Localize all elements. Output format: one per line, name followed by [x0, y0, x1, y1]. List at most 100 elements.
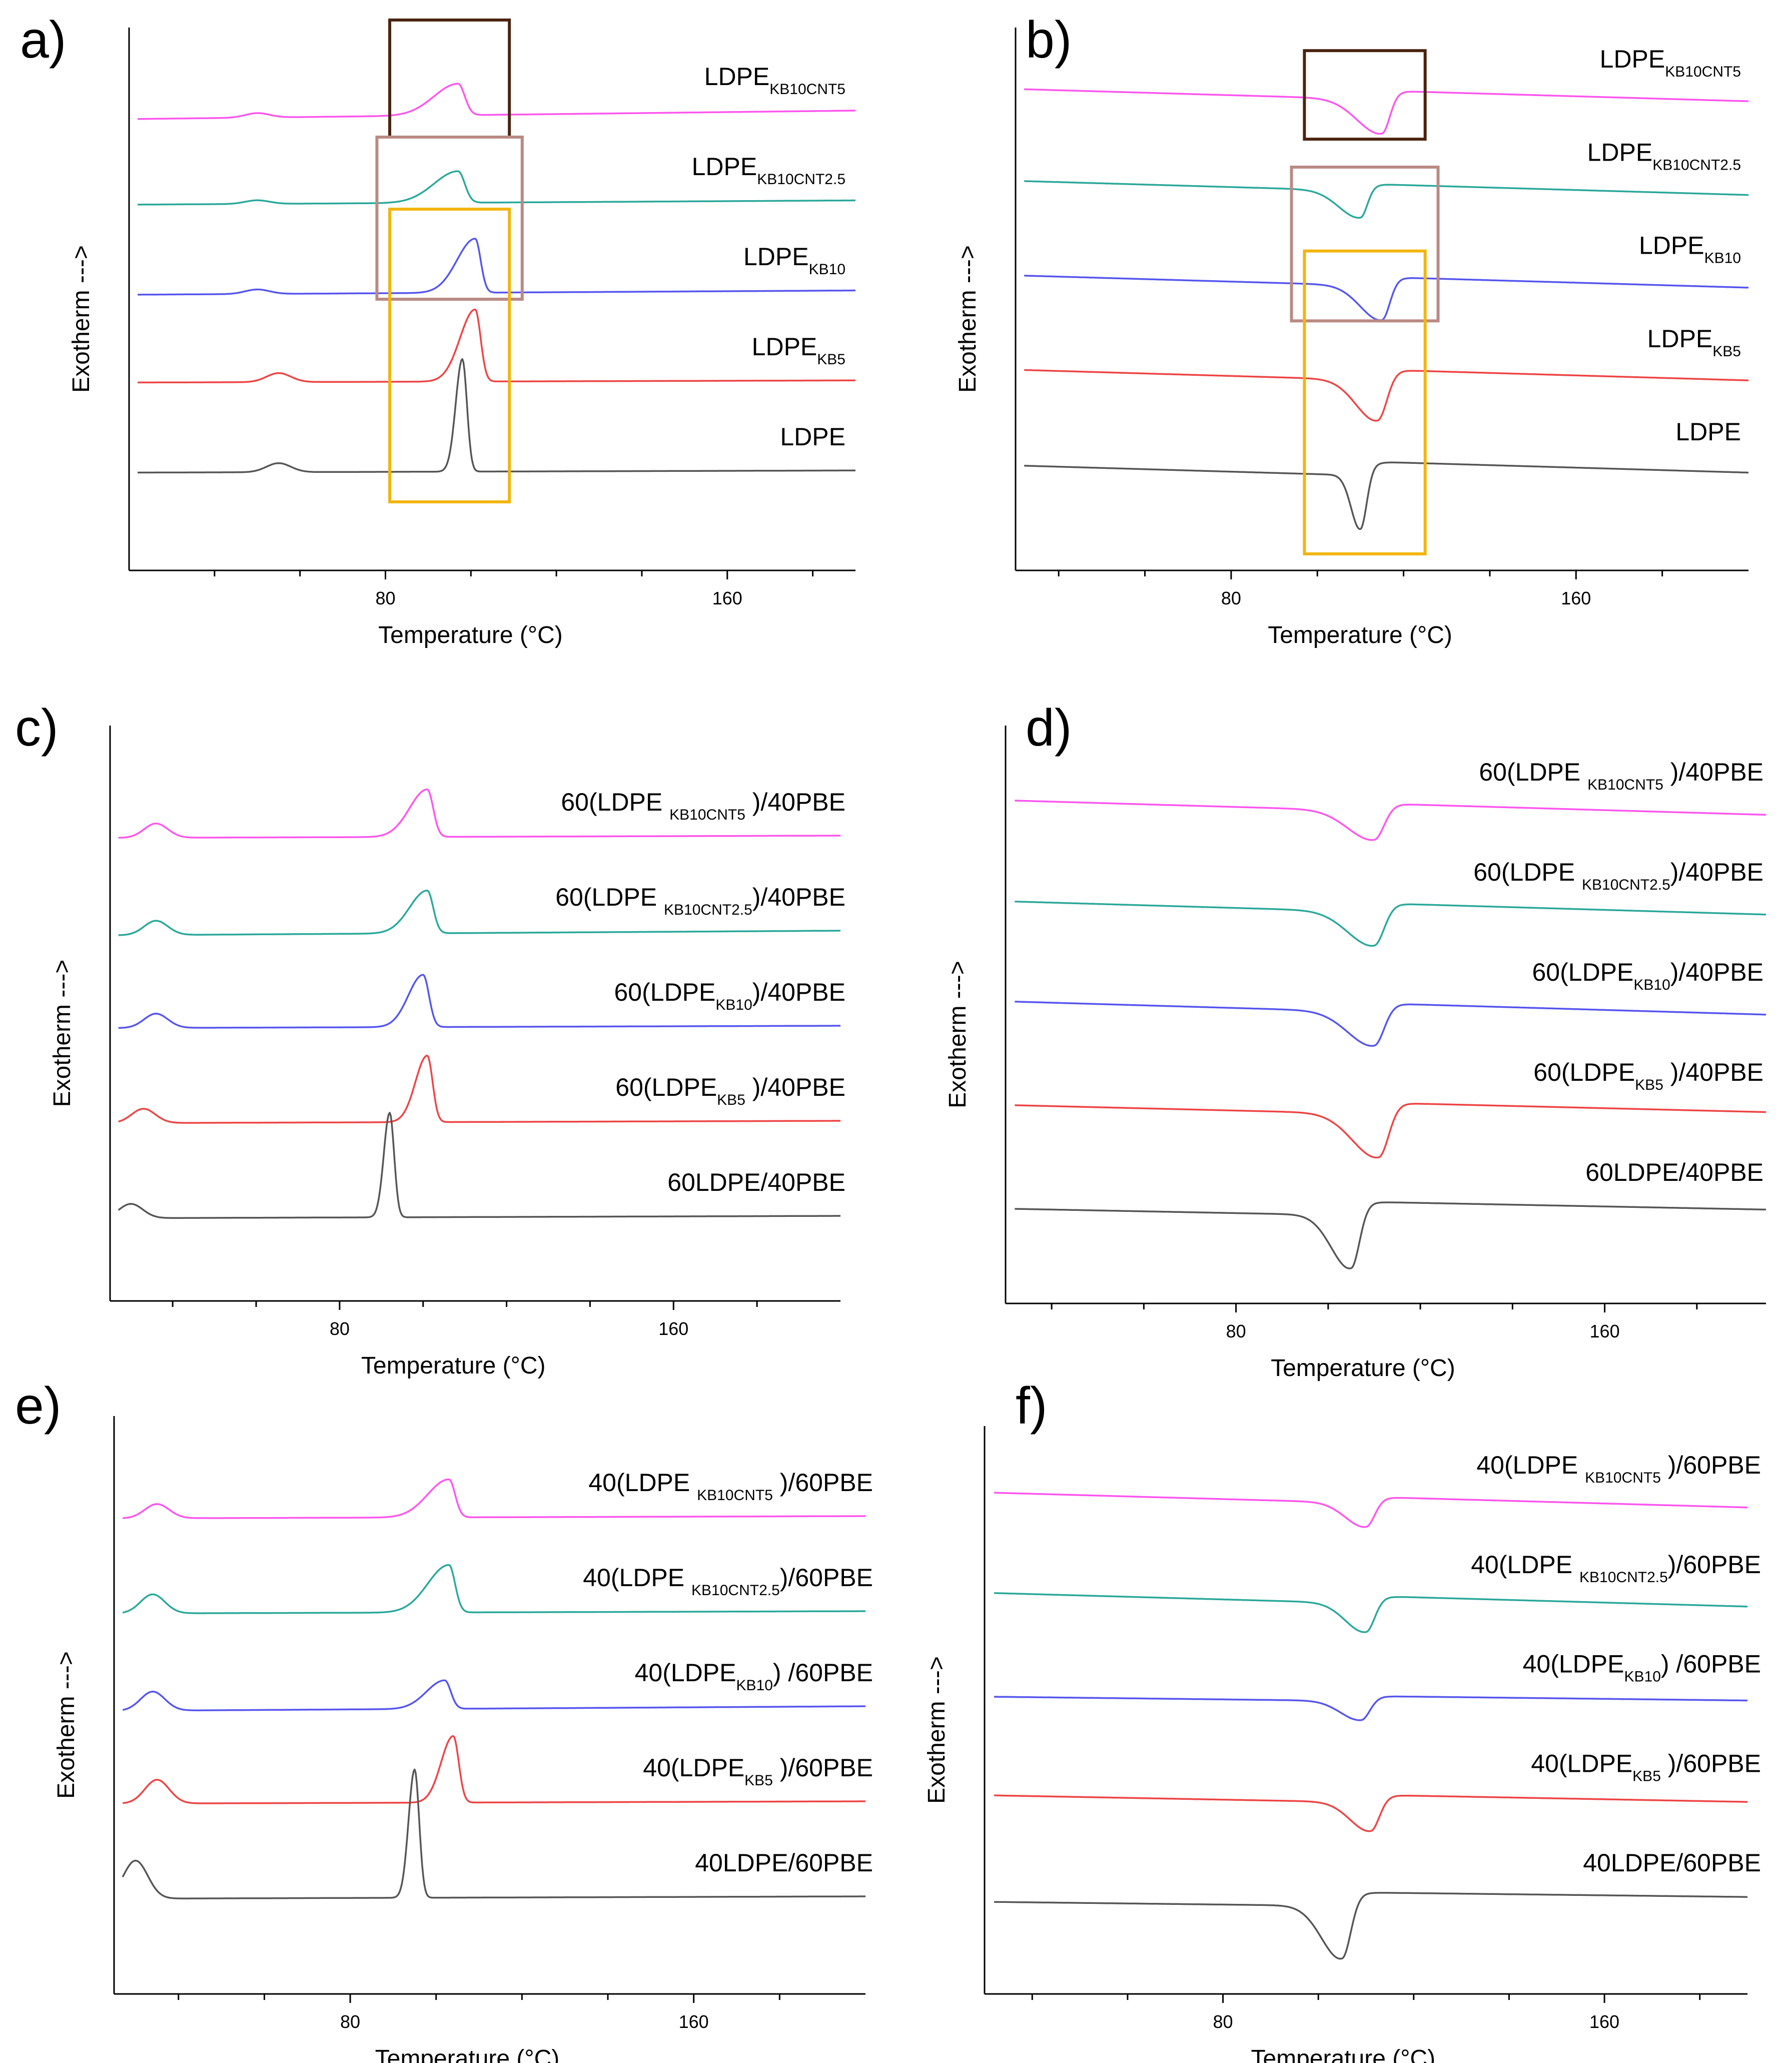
series-label: 60(LDPEKB5 )/40PBE	[1533, 1058, 1763, 1093]
series-label: 40(LDPEKB5 )/60PBE	[1531, 1749, 1761, 1784]
series-label: 60(LDPE KB10CNT5 )/40PBE	[1479, 758, 1763, 793]
series-line	[138, 308, 855, 384]
series-line	[994, 1892, 1747, 1960]
y-axis-label: Exotherm --->	[53, 1651, 80, 1799]
x-tick-label: 160	[679, 2011, 709, 2032]
x-axis-label: Temperature (°C)	[378, 622, 563, 648]
panel-a: a) 80 160 Temperature (°C) Exotherm ---> LDPE…	[20, 11, 855, 648]
series-line	[122, 1768, 865, 1899]
series-line	[1024, 180, 1749, 219]
panel-label: f)	[1016, 1377, 1048, 1435]
series-label: 40(LDPE KB10CNT5 )/60PBE	[588, 1469, 873, 1504]
series-line	[138, 83, 855, 120]
series-line	[1024, 88, 1749, 135]
series-line	[138, 170, 855, 206]
x-tick-label: 80	[1226, 1321, 1246, 1341]
series-line	[1024, 275, 1749, 321]
series-line	[1024, 369, 1748, 422]
x-axis-label: Temperature (°C)	[1268, 622, 1452, 648]
series-line	[1015, 1201, 1766, 1269]
series-label: LDPEKB10CNT5	[704, 63, 845, 98]
x-tick-label: 80	[375, 588, 395, 608]
series-label: LDPEKB5	[752, 333, 845, 368]
series-line	[1015, 800, 1766, 841]
series-line	[994, 1794, 1747, 1832]
series-line	[1015, 901, 1766, 947]
highlight-box	[1290, 166, 1440, 323]
panel-label: e)	[15, 1377, 61, 1435]
y-axis-label: Exotherm --->	[49, 960, 76, 1107]
x-tick-label: 80	[330, 1318, 350, 1339]
series-line	[122, 1679, 865, 1711]
series-label: 60(LDPEKB5 )/40PBE	[615, 1073, 845, 1108]
series-label: 60(LDPE KB10CNT5 )/40PBE	[561, 788, 845, 823]
highlight-box	[1303, 249, 1427, 555]
x-tick-label: 160	[1590, 1321, 1620, 1341]
series-line	[994, 1492, 1747, 1528]
series-label: 60(LDPE KB10CNT2.5)/40PBE	[555, 883, 845, 918]
panel-label: d)	[1026, 699, 1072, 757]
series-line	[994, 1592, 1748, 1633]
x-axis-label: Temperature (°C)	[361, 1352, 546, 1379]
series-label: 40(LDPE KB10CNT2.5)/60PBE	[1471, 1551, 1761, 1586]
series-label: 40LDPE/60PBE	[1583, 1849, 1761, 1877]
panel-b: b) 80 160 Temperature (°C) Exotherm ---> LDPE…	[955, 11, 1749, 648]
y-axis-label: Exotherm --->	[68, 245, 95, 393]
y-axis-label: Exotherm --->	[945, 961, 971, 1108]
series-label: LDPEKB10CNT2.5	[1587, 138, 1741, 173]
series-label: 60(LDPE KB10CNT2.5)/40PBE	[1473, 858, 1763, 893]
panel-c: c) 80 160 Temperature (°C) Exotherm ---> 60(L…	[15, 699, 845, 1379]
highlight-box	[388, 19, 511, 139]
series-line	[122, 1564, 865, 1614]
series-line	[994, 1695, 1748, 1721]
series-label: 40(LDPE KB10CNT2.5)/60PBE	[583, 1564, 873, 1599]
x-axis-label: Temperature (°C)	[1271, 1355, 1455, 1382]
series-line	[123, 1478, 865, 1519]
series-label: LDPEKB10CNT5	[1600, 45, 1741, 80]
series-line	[118, 1054, 840, 1124]
x-tick-label: 160	[712, 588, 742, 608]
series-line	[1015, 1001, 1766, 1047]
x-tick-label: 160	[1561, 588, 1591, 608]
series-line	[138, 238, 855, 296]
series-label: 60(LDPEKB10)/40PBE	[614, 978, 846, 1013]
panel-f: f) 80 160 Temperature (°C) Exotherm ---> 40(L…	[924, 1377, 1761, 2063]
x-axis-label: Temperature (°C)	[1251, 2045, 1435, 2063]
series-label: 40(LDPE KB10CNT5 )/60PBE	[1476, 1451, 1761, 1486]
series-label: 40(LDPEKB10) /60PBE	[1523, 1650, 1761, 1685]
series-line	[122, 1735, 865, 1804]
series-label: 60LDPE/40PBE	[667, 1168, 845, 1196]
series-label: LDPE	[1675, 418, 1741, 446]
panel-e: e) 80 160 Temperature (°C) Exotherm ---> 40(L…	[15, 1377, 873, 2063]
x-tick-label: 160	[1589, 2011, 1619, 2032]
series-label: LDPEKB5	[1647, 325, 1741, 360]
series-line	[118, 788, 840, 839]
series-label: 40(LDPEKB10) /60PBE	[635, 1659, 873, 1694]
series-line	[1024, 461, 1748, 530]
series-line	[118, 974, 840, 1029]
y-axis-label: Exotherm --->	[955, 245, 981, 393]
series-label: 60(LDPEKB10)/40PBE	[1532, 958, 1764, 993]
y-axis-label: Exotherm --->	[924, 1656, 950, 1804]
x-tick-label: 80	[1221, 588, 1241, 608]
series-label: LDPEKB10	[743, 243, 845, 278]
series-label: 60LDPE/40PBE	[1585, 1158, 1763, 1186]
series-label: LDPE	[780, 423, 845, 451]
panel-d: d) 80 160 Temperature (°C) Exotherm ---> 60(L…	[945, 699, 1766, 1382]
panel-label: a)	[20, 11, 66, 69]
panel-label: b)	[1026, 11, 1072, 69]
panel-label: c)	[15, 699, 59, 757]
series-label: LDPEKB10	[1639, 232, 1741, 267]
series-label: 40(LDPEKB5 )/60PBE	[643, 1754, 873, 1789]
x-tick-label: 80	[340, 2011, 360, 2032]
x-tick-label: 160	[658, 1318, 688, 1339]
series-label: 40LDPE/60PBE	[695, 1849, 873, 1877]
series-line	[138, 358, 855, 474]
highlight-box	[1303, 49, 1427, 141]
x-tick-label: 80	[1213, 2011, 1233, 2032]
series-line	[1015, 1103, 1766, 1159]
highlight-box	[388, 208, 511, 503]
series-line	[118, 889, 840, 936]
x-axis-label: Temperature (°C)	[375, 2045, 560, 2063]
